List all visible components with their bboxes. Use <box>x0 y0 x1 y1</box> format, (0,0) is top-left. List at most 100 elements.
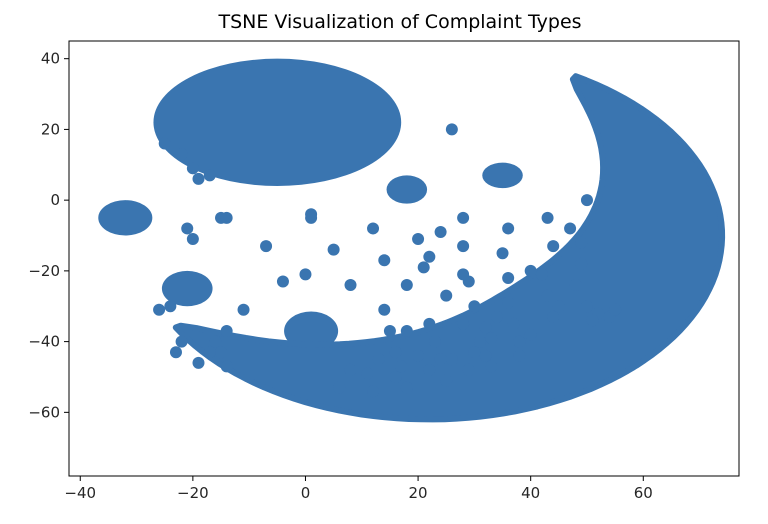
scatter-point <box>445 353 458 366</box>
scatter-point <box>412 349 425 362</box>
scatter-point <box>513 349 526 362</box>
cluster-blob <box>153 58 402 187</box>
scatter-point <box>445 123 458 136</box>
x-tick-label: −20 <box>177 484 209 502</box>
y-tick-label: 40 <box>41 50 60 68</box>
scatter-point <box>440 374 453 387</box>
cluster-blob <box>98 200 153 236</box>
scatter-point <box>524 264 537 277</box>
y-tick-label: 0 <box>50 191 60 209</box>
scatter-point <box>158 137 171 150</box>
scatter-point <box>220 325 233 337</box>
scatter-point <box>434 353 447 366</box>
scatter-point <box>440 289 453 302</box>
scatter-point <box>372 353 385 366</box>
scatter-point <box>541 211 554 224</box>
cluster-blob <box>284 311 339 351</box>
scatter-point <box>412 233 425 246</box>
chart-title: TSNE Visualization of Complaint Types <box>217 11 581 33</box>
scatter-point <box>186 162 199 175</box>
scatter-point <box>490 310 503 323</box>
scatter-point <box>400 381 413 394</box>
scatter-point <box>215 346 228 359</box>
x-tick-label: 20 <box>409 484 428 502</box>
scatter-point <box>192 356 205 369</box>
scatter-point <box>400 279 413 292</box>
x-tick-label: 0 <box>301 484 311 502</box>
x-tick-label: 40 <box>521 484 540 502</box>
scatter-point <box>552 300 565 313</box>
plot-area <box>98 58 726 423</box>
scatter-point <box>186 233 199 246</box>
scatter-point <box>468 300 481 313</box>
scatter-point <box>260 240 273 253</box>
scatter-point <box>383 325 396 337</box>
scatter-point <box>496 247 509 260</box>
scatter-point <box>569 279 582 292</box>
scatter-point <box>400 325 413 337</box>
scatter-point <box>181 222 194 235</box>
x-tick-label: 60 <box>634 484 653 502</box>
scatter-point <box>428 335 441 348</box>
scatter-point <box>423 250 436 263</box>
scatter-point <box>575 236 588 249</box>
scatter-point <box>462 275 475 288</box>
scatter-point <box>175 148 188 161</box>
cluster-crescent <box>172 73 726 423</box>
scatter-point <box>417 261 430 274</box>
y-tick-label: 20 <box>41 120 60 138</box>
scatter-point <box>502 296 515 309</box>
scatter-point <box>361 367 374 380</box>
scatter-point <box>220 211 233 224</box>
scatter-point <box>423 317 436 330</box>
scatter-point <box>502 222 515 235</box>
scatter-point <box>485 360 498 373</box>
y-tick-label: −20 <box>28 262 60 280</box>
scatter-point <box>175 335 188 348</box>
scatter-point <box>580 300 593 313</box>
scatter-point <box>299 268 312 281</box>
scatter-point <box>237 303 250 316</box>
scatter-point <box>389 370 402 383</box>
y-axis: 40 20 0 −20 −40 −60 <box>28 50 69 421</box>
axes-frame <box>68 40 740 477</box>
y-tick-label: −60 <box>28 403 60 421</box>
scatter-point <box>575 257 588 270</box>
scatter-point <box>468 346 481 359</box>
scatter-point <box>462 363 475 376</box>
scatter-point <box>395 360 408 373</box>
scatter-point <box>524 328 537 341</box>
cluster-blob <box>386 175 428 204</box>
scatter-point <box>378 254 391 267</box>
scatter-point <box>457 240 470 253</box>
scatter-point <box>333 381 346 394</box>
scatter-point <box>580 194 593 207</box>
cluster-blob <box>161 270 213 307</box>
scatter-point <box>535 268 548 281</box>
scatter-point <box>434 225 447 238</box>
scatter-point <box>344 279 357 292</box>
scatter-point <box>485 332 498 345</box>
scatter-point <box>367 222 380 235</box>
scatter-point <box>457 317 470 330</box>
scatter-point <box>203 346 216 359</box>
scatter-point <box>389 346 402 359</box>
scatter-point <box>276 275 289 288</box>
scatter-point <box>423 363 436 376</box>
scatter-point <box>367 385 380 398</box>
scatter-point <box>192 172 205 185</box>
scatter-point <box>609 303 622 316</box>
scatter-point <box>479 321 492 334</box>
scatter-point <box>209 335 222 348</box>
scatter-point <box>547 240 560 253</box>
scatter-point <box>327 243 340 256</box>
x-axis: −40 −20 0 20 40 60 <box>64 476 653 502</box>
cluster-blob <box>482 162 523 189</box>
scatter-point <box>513 335 526 348</box>
scatter-point <box>220 360 233 373</box>
scatter-point <box>164 300 177 313</box>
scatter-point <box>479 349 492 362</box>
scatter-point <box>203 169 216 182</box>
x-tick-label: −40 <box>64 484 96 502</box>
